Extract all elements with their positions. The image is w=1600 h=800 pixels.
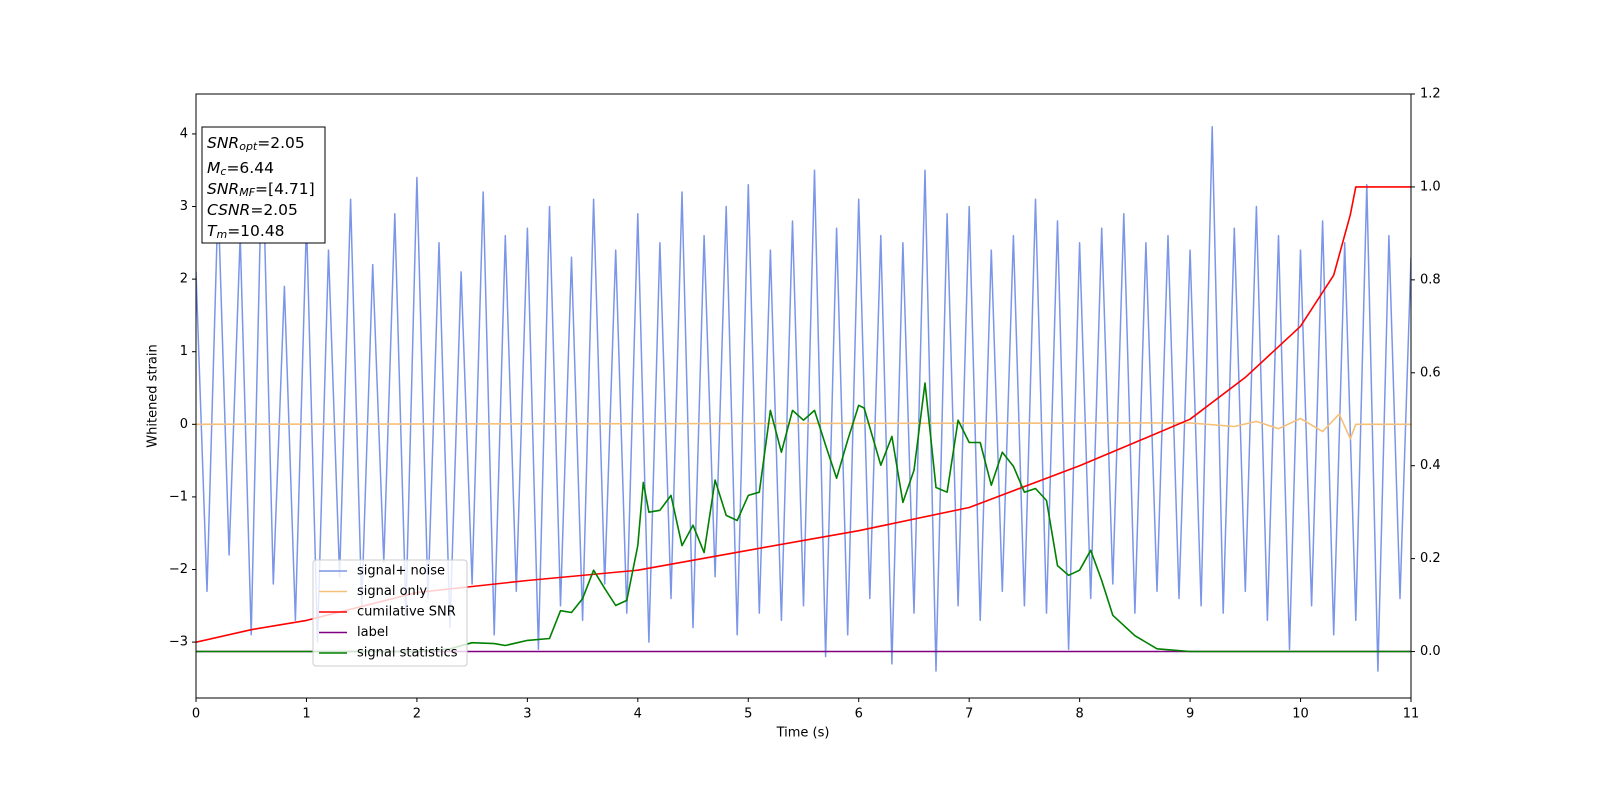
annotation-sub: opt <box>239 140 258 153</box>
y2-tick-label: 0.2 <box>1420 551 1441 566</box>
y-tick-label: −2 <box>169 562 188 577</box>
annotation-base: M <box>207 159 220 177</box>
x-tick-label: 5 <box>744 707 752 722</box>
y2-tick-label: 0.4 <box>1420 458 1441 473</box>
series-line <box>196 382 1411 653</box>
annotation-line: CSNR=2.05 <box>207 201 298 219</box>
x-tick-label: 7 <box>965 707 973 722</box>
annotation-rest: =6.44 <box>226 159 274 177</box>
y-tick-label: 1 <box>180 344 188 359</box>
legend: signal+ noise signal only cumilative SNR la… <box>312 559 468 667</box>
y-tick-label: 3 <box>180 199 188 214</box>
x-tick-label: 4 <box>634 707 642 722</box>
x-tick-label: 0 <box>192 707 200 722</box>
y-tick-label: 2 <box>180 272 188 287</box>
y2-tick-label: 0.8 <box>1420 272 1441 287</box>
y2-tick-label: 1.0 <box>1420 179 1441 194</box>
annotation-rest: =[4.71] <box>255 180 315 198</box>
legend-label: signal only <box>357 584 427 599</box>
x-tick-label: 9 <box>1186 707 1194 722</box>
y2-tick-label: 1.2 <box>1420 87 1441 102</box>
x-tick-label: 11 <box>1403 707 1420 722</box>
annotation-sub: MF <box>239 186 255 199</box>
x-tick-label: 10 <box>1292 707 1309 722</box>
x-tick-label: 1 <box>302 707 310 722</box>
x-tick-label: 2 <box>413 707 421 722</box>
annotation-line: Tm=10.48 <box>207 222 285 242</box>
annotation-frame <box>201 126 326 244</box>
annotation-rest: =2.05 <box>257 134 305 152</box>
series-line <box>196 413 1411 440</box>
annotation-box: SNRopt=2.05Mc=6.44SNRMF=[4.71]CSNR=2.05T… <box>201 126 326 244</box>
annotation-line: SNRopt=2.05 <box>207 134 305 154</box>
y-tick-label: −1 <box>169 489 188 504</box>
y2-tick-label: 0.6 <box>1420 365 1441 380</box>
annotation-line: Mc=6.44 <box>207 159 274 179</box>
annotation-base: CSNR <box>207 201 250 219</box>
annotation-rest: =10.48 <box>227 222 284 240</box>
x-tick-label: 8 <box>1075 707 1083 722</box>
x-axis-label: Time (s) <box>776 726 830 741</box>
legend-label: label <box>357 625 388 640</box>
legend-label: cumilative SNR <box>357 605 456 620</box>
series-line <box>196 125 1411 672</box>
annotation-base: T <box>207 222 218 240</box>
annotation-base: SNR <box>207 180 239 198</box>
annotation-sub: c <box>220 165 226 178</box>
y-tick-label: 4 <box>180 126 188 141</box>
legend-label: signal statistics <box>357 646 458 661</box>
annotation-rest: =2.05 <box>250 201 298 219</box>
y2-tick-label: 0.0 <box>1420 644 1441 659</box>
annotation-sub: m <box>216 228 227 241</box>
legend-label: signal+ noise <box>357 564 445 579</box>
y-tick-label: −3 <box>169 635 188 650</box>
plot-frame <box>195 93 1412 699</box>
y-axis-label: Whitened strain <box>146 344 161 447</box>
x-tick-label: 3 <box>523 707 531 722</box>
legend-frame <box>312 559 468 667</box>
annotation-base: SNR <box>207 134 239 152</box>
annotation-line: SNRMF=[4.71] <box>207 180 315 200</box>
x-tick-label: 6 <box>855 707 863 722</box>
y-tick-label: 0 <box>180 417 188 432</box>
